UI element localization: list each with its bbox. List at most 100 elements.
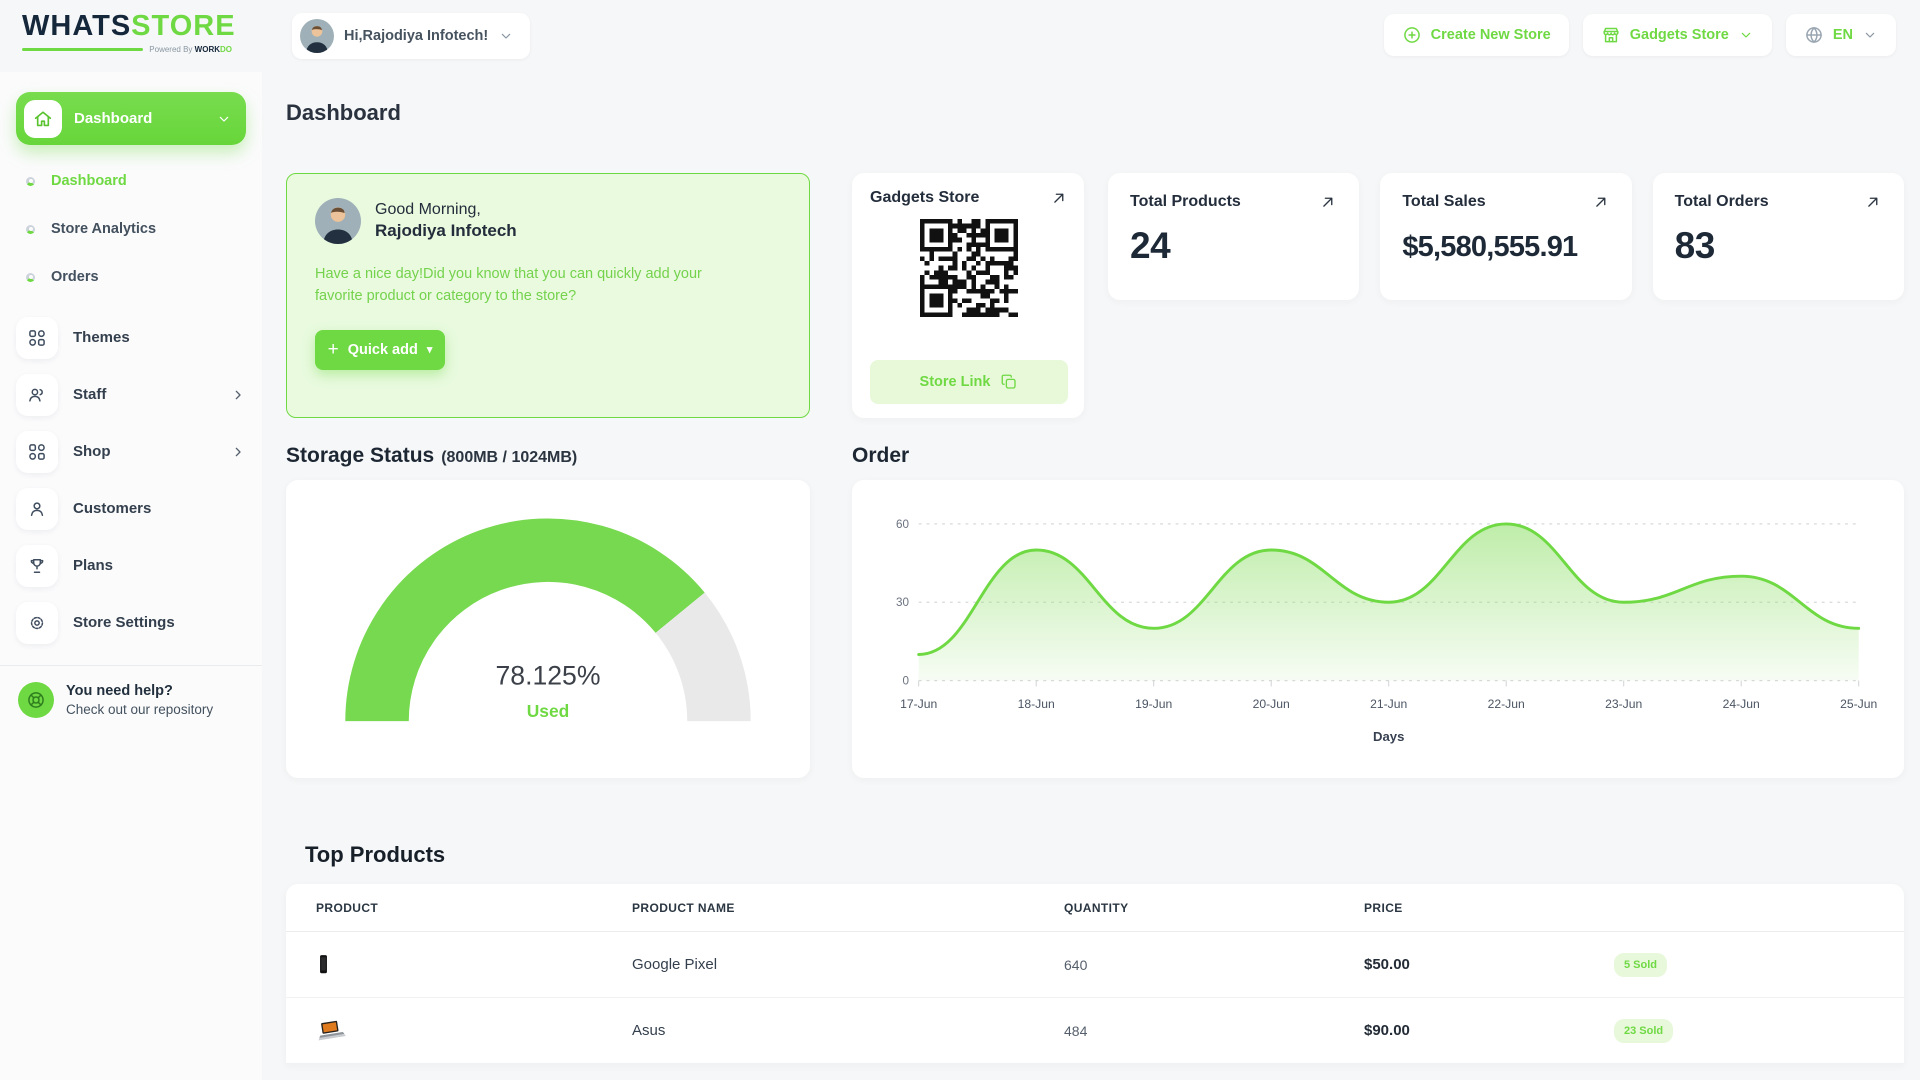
sidebar-item-dashboard[interactable]: Dashboard <box>26 157 246 205</box>
customer-user-icon <box>27 499 47 519</box>
globe-icon <box>1804 25 1824 45</box>
sidebar-item-label: Themes <box>73 329 130 346</box>
themes-grid-icon <box>27 328 47 348</box>
chevron-down-icon <box>1738 27 1754 43</box>
table-row: Google Pixel 640 $50.00 5 Sold <box>286 932 1904 998</box>
shop-grid-icon <box>27 442 47 462</box>
column-header-quantity: QUANTITY <box>1064 900 1129 915</box>
sidebar-item-customers[interactable]: Customers <box>16 480 246 537</box>
caret-down-icon: ▾ <box>426 344 433 356</box>
sidebar-item-staff[interactable]: Staff <box>16 366 246 423</box>
column-header-product-name: PRODUCT NAME <box>632 900 735 915</box>
bullet-icon <box>26 176 35 186</box>
quick-add-button[interactable]: + Quick add ▾ <box>315 329 445 370</box>
sidebar-item-label: Orders <box>51 269 99 285</box>
user-menu[interactable]: Hi,Rajodiya Infotech! <box>292 13 531 59</box>
svg-text:22-Jun: 22-Jun <box>1488 697 1525 711</box>
svg-text:24-Jun: 24-Jun <box>1723 697 1760 711</box>
product-quantity: 484 <box>1064 1022 1088 1039</box>
sidebar-item-label: Customers <box>73 500 152 517</box>
create-new-store-button[interactable]: Create New Store <box>1383 14 1569 56</box>
help-repository-link[interactable]: You need help? Check out our repository <box>0 665 262 734</box>
svg-text:23-Jun: 23-Jun <box>1605 697 1642 711</box>
sidebar-group-label: Dashboard <box>74 110 153 127</box>
product-name: Asus <box>632 1022 666 1039</box>
page-title: Dashboard <box>286 100 401 125</box>
top-header: WHATSSTORE Powered By WORKDO Hi,Rajodiya… <box>0 0 1920 72</box>
sidebar-item-themes[interactable]: Themes <box>16 309 246 366</box>
svg-text:60: 60 <box>896 518 909 531</box>
store-selector-button[interactable]: Gadgets Store <box>1582 14 1772 56</box>
sidebar-item-plans[interactable]: Plans <box>16 537 246 594</box>
sidebar-item-label: Staff <box>73 386 107 403</box>
greeting-salutation: Good Morning, <box>375 201 481 218</box>
sidebar-item-orders[interactable]: Orders <box>26 253 246 301</box>
product-price: $90.00 <box>1364 1022 1410 1039</box>
stat-card-total-products: Total Products 24 <box>1108 173 1360 300</box>
storage-section-subtitle: (800MB / 1024MB) <box>441 449 578 466</box>
product-name: Google Pixel <box>632 956 718 973</box>
stat-value: $5,580,555.91 <box>1402 231 1578 263</box>
stat-label: Total Orders <box>1674 193 1769 210</box>
stat-label: Total Products <box>1130 193 1241 210</box>
arrow-up-right-icon[interactable] <box>1592 193 1610 211</box>
stat-cards: Total Products 24 Total Sales $5,580,555.91… <box>1108 173 1904 418</box>
store-selector-label: Gadgets Store <box>1629 27 1729 43</box>
order-area-chart: 0 30 60 17-Jun 18-Jun 19-Jun 20-Jun 21-Jun 22-Ju… <box>896 518 1877 744</box>
sidebar-item-label: Shop <box>73 443 111 460</box>
svg-text:25-Jun: 25-Jun <box>1840 697 1877 711</box>
app-logo: WHATSSTORE Powered By WORKDO <box>22 12 235 54</box>
svg-text:17-Jun: 17-Jun <box>900 697 937 711</box>
chevron-down-icon <box>216 111 232 127</box>
storage-gauge-chart: 78.125% Used <box>345 517 751 722</box>
storefront-icon <box>1601 25 1621 45</box>
sidebar: Dashboard Dashboard Store Analytics Orders… <box>0 72 262 1080</box>
sidebar-items: Themes Staff Shop Customers Plans Store Setti… <box>16 305 246 651</box>
column-header-product: PRODUCT <box>316 900 379 915</box>
help-subtitle: Check out our repository <box>66 702 214 717</box>
order-chart-card: 0 30 60 17-Jun 18-Jun 19-Jun 20-Jun 21-Jun 22-Ju… <box>852 480 1904 778</box>
svg-text:20-Jun: 20-Jun <box>1253 697 1290 711</box>
lifebuoy-icon <box>18 682 54 718</box>
store-link-button[interactable]: Store Link <box>870 360 1068 404</box>
storage-section-title: Storage Status <box>286 444 435 467</box>
svg-text:18-Jun: 18-Jun <box>1018 697 1055 711</box>
bullet-icon <box>26 272 35 282</box>
greeting-user-name: Rajodiya Infotech <box>375 221 517 240</box>
sidebar-group-dashboard[interactable]: Dashboard <box>16 92 246 145</box>
stat-value: 24 <box>1130 225 1171 266</box>
svg-text:19-Jun: 19-Jun <box>1135 697 1172 711</box>
stat-label: Total Sales <box>1402 193 1486 210</box>
language-selector-button[interactable]: EN <box>1785 14 1896 56</box>
arrow-up-right-icon[interactable] <box>1864 193 1882 211</box>
main-content: Dashboard Good Morning, Rajodiya Infotec… <box>262 72 1920 1080</box>
arrow-up-right-icon[interactable] <box>1319 193 1337 211</box>
store-qr-code <box>920 219 1018 317</box>
product-quantity: 640 <box>1064 956 1088 973</box>
x-axis-title: Days <box>1373 729 1404 744</box>
greeting-avatar <box>315 198 361 244</box>
arrow-up-right-icon[interactable] <box>1050 189 1068 207</box>
top-products-title: Top Products <box>305 842 446 867</box>
sidebar-item-label: Plans <box>73 557 114 574</box>
sidebar-item-store-analytics[interactable]: Store Analytics <box>26 205 246 253</box>
table-row: Asus 484 $90.00 23 Sold <box>286 998 1904 1064</box>
greeting-card: Good Morning, Rajodiya Infotech Have a n… <box>286 173 810 418</box>
chevron-right-icon <box>230 387 246 403</box>
logo-underline <box>22 48 144 51</box>
sidebar-item-label: Store Settings <box>73 614 175 631</box>
user-greeting-label: Hi,Rajodiya Infotech! <box>344 28 489 44</box>
table-header-row: PRODUCT PRODUCT NAME QUANTITY PRICE <box>286 884 1904 932</box>
plans-trophy-icon <box>27 556 47 576</box>
gauge-used-label: Used <box>527 701 570 721</box>
storage-gauge-card: 78.125% Used <box>286 480 810 778</box>
stat-card-total-sales: Total Sales $5,580,555.91 <box>1380 173 1632 300</box>
top-products-table: PRODUCT PRODUCT NAME QUANTITY PRICE Google … <box>286 884 1904 1064</box>
stat-card-total-orders: Total Orders 83 <box>1652 173 1904 300</box>
language-label: EN <box>1832 27 1853 43</box>
sidebar-item-shop[interactable]: Shop <box>16 423 246 480</box>
sold-badge: 23 Sold <box>1614 1018 1674 1043</box>
sidebar-item-store-settings[interactable]: Store Settings <box>16 594 246 651</box>
chevron-down-icon <box>498 28 514 44</box>
sold-badge: 5 Sold <box>1614 952 1668 977</box>
